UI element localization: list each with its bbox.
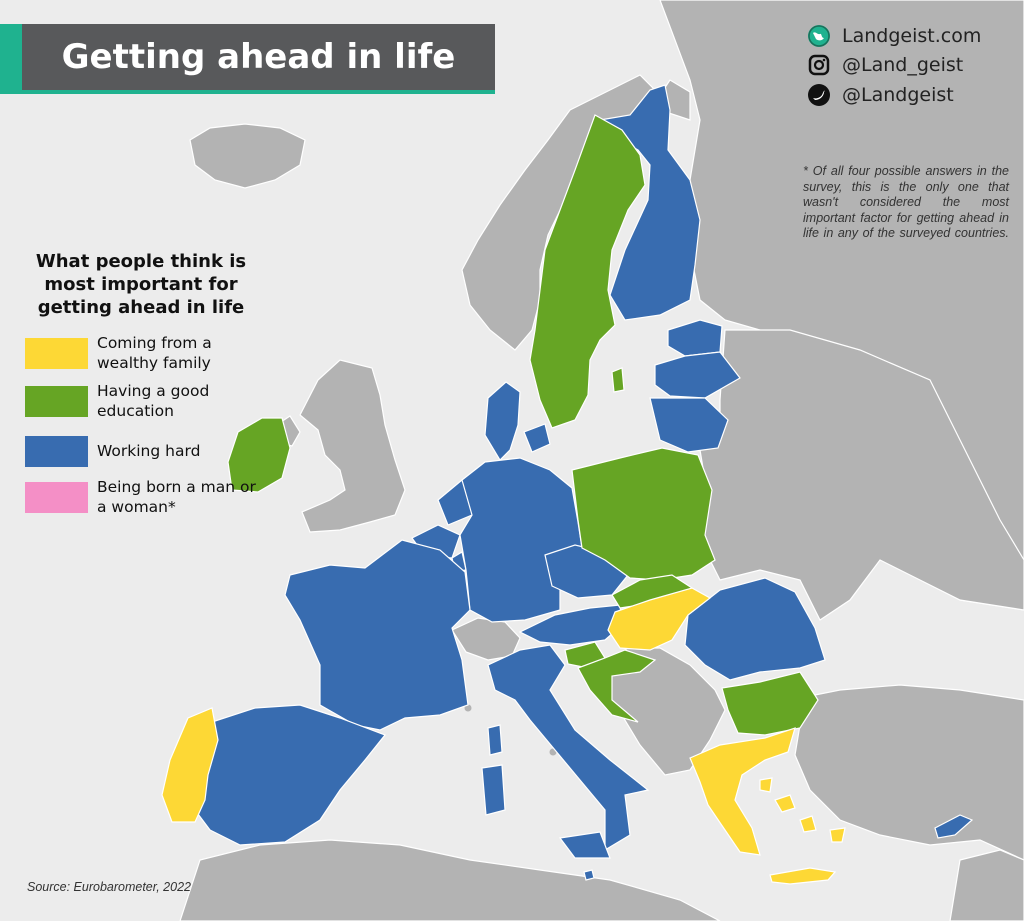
country-united-kingdom [299,359,406,533]
country-cyprus [934,814,974,839]
country-turkey [789,684,1024,861]
country-iceland [189,123,306,189]
country-ireland [227,417,291,493]
legend-swatch-good-education [25,385,88,417]
brand-instagram[interactable]: @Land_geist [808,52,1018,78]
brand-website[interactable]: Landgeist.com [808,23,1018,49]
legend-label-wealthy-family: Coming from a wealthy family [97,334,212,372]
country-crete [769,867,837,885]
country-sweden [529,114,646,429]
country-croatia [577,649,657,723]
title-accent-bar [0,24,22,94]
country-poland [571,447,716,581]
country-sardinia [481,764,506,816]
page-title: Getting ahead in life [61,37,456,77]
twitter-bird-icon [808,84,830,106]
brand-twitter[interactable]: @Landgeist [808,82,1018,108]
country-romania [684,577,826,681]
country-denmark [484,381,551,461]
country-greece [689,727,796,856]
brand-instagram-text: @Land_geist [842,54,964,76]
country-gotland [611,367,625,393]
country-hungary [607,587,712,651]
legend-swatch-born-man-or-woman [25,481,88,513]
country-italy [487,644,650,852]
country-greek-islands [759,777,846,843]
country-north-africa [179,839,721,921]
country-switzerland [451,617,521,661]
brand-twitter-text: @Landgeist [842,84,954,106]
instagram-icon [808,54,830,76]
country-sicily [558,831,611,859]
legend-item-wealthy-family: Coming from a wealthy family [25,334,257,372]
brand-website-text: Landgeist.com [842,25,982,47]
legend-swatch-wealthy-family [25,337,88,369]
country-france [284,539,471,731]
legend-label-working-hard: Working hard [97,442,201,460]
legend-label-good-education: Having a good education [97,382,210,420]
legend-label-born-man-or-woman: Being born a man or a woman* [97,478,256,516]
source-credit: Source: Eurobarometer, 2022 [27,880,191,894]
country-bulgaria [721,671,819,736]
country-portugal [161,707,219,823]
legend-item-good-education: Having a good education [25,382,257,420]
country-lithuania [649,397,729,453]
country-latvia [654,351,741,399]
country-middle-east [949,849,1024,921]
footnote: * Of all four possible answers in the su… [803,164,1009,241]
legend-item-working-hard: Working hard [25,433,257,469]
legend-item-born-man-or-woman: Being born a man or a woman* [25,478,257,516]
legend-title: What people think is most important for … [35,251,247,318]
title-banner: Getting ahead in life [22,24,495,94]
country-finland [598,84,701,321]
globe-icon [808,25,830,47]
legend-swatch-working-hard [25,435,88,467]
country-corsica [487,724,503,756]
country-malta [583,869,595,881]
country-norway [461,74,691,351]
